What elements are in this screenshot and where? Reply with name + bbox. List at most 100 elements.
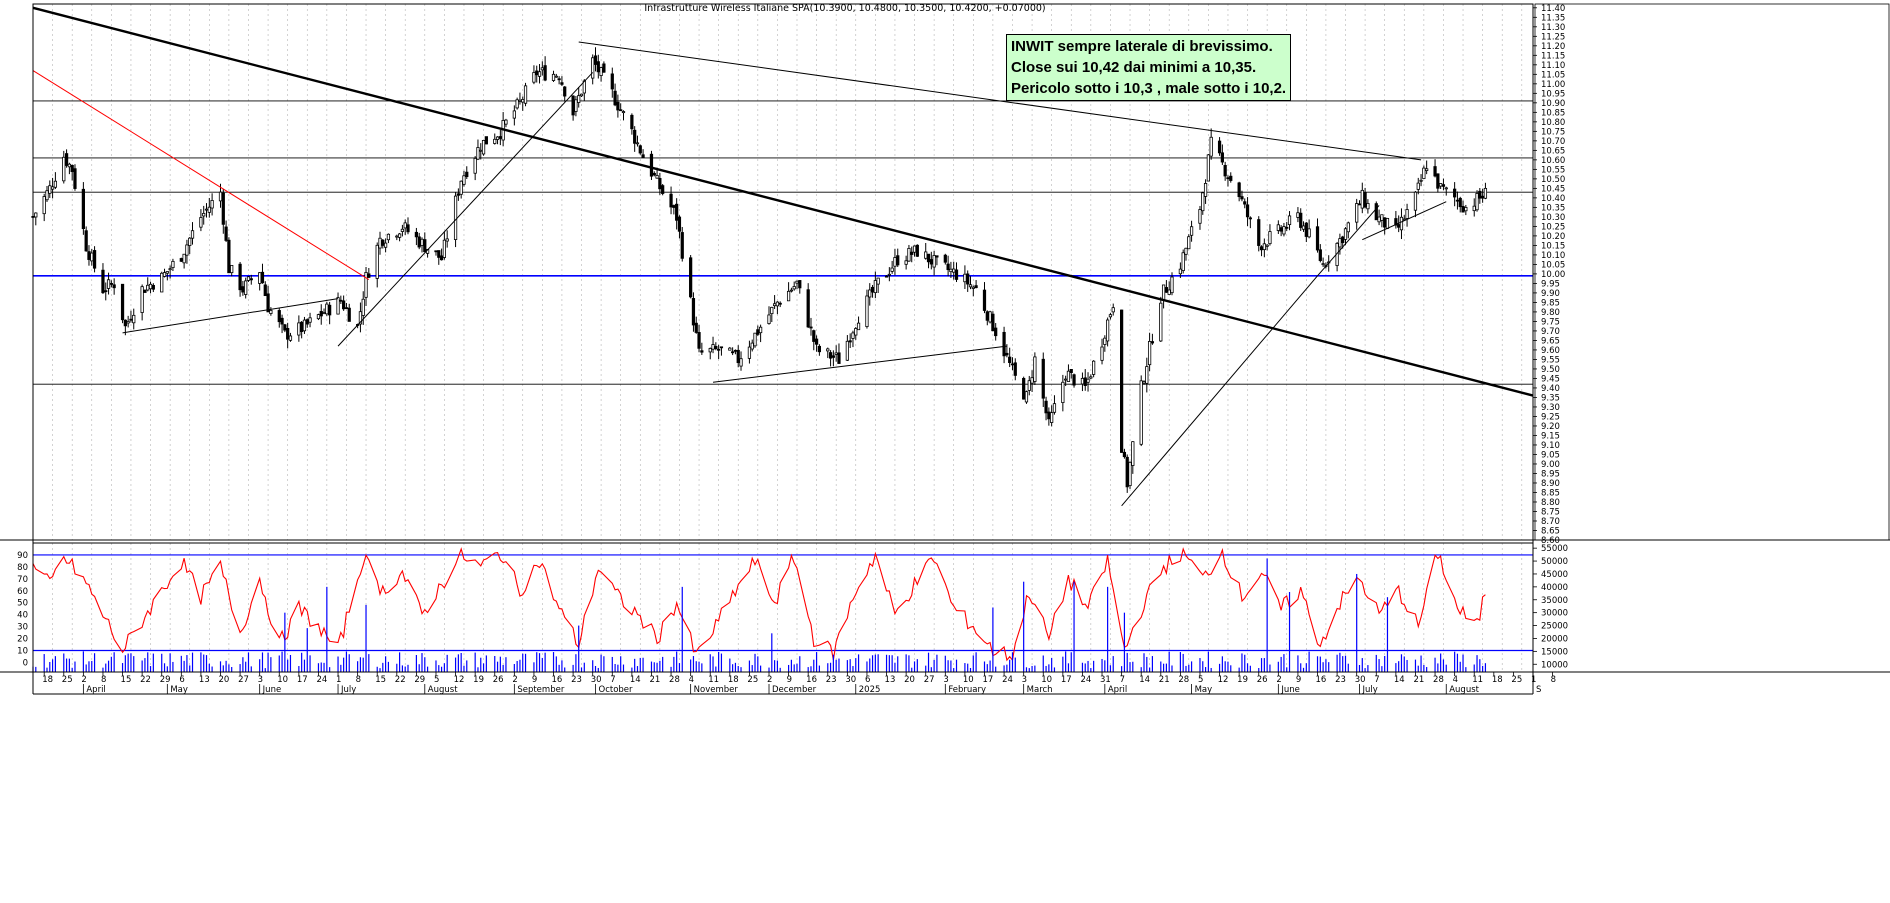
candle-body	[591, 57, 595, 79]
candle-body	[733, 349, 738, 352]
candle-body	[453, 195, 458, 240]
day-tick-label: 8	[101, 675, 106, 685]
candle-body	[753, 332, 757, 347]
candle-body	[1125, 456, 1129, 488]
candle-body	[42, 196, 46, 215]
volume-tick-label: 55000	[1541, 544, 1568, 554]
price-tick-label: 8.75	[1541, 507, 1560, 517]
candle-body	[795, 280, 799, 284]
candle-body	[123, 319, 127, 327]
candle-body	[1481, 195, 1485, 199]
candle-body	[67, 163, 71, 168]
candle-body	[1161, 284, 1166, 301]
day-tick-label: 2	[81, 675, 86, 685]
candle-body	[1005, 352, 1009, 356]
candle-body	[495, 136, 500, 140]
candle-body	[361, 298, 365, 316]
oscillator-tick-label: 40	[17, 611, 28, 621]
candle-body	[1458, 197, 1462, 208]
candle-body	[630, 114, 634, 130]
day-tick-label: 26	[1257, 675, 1268, 685]
price-tick-label: 9.95	[1541, 279, 1560, 289]
candle-body	[669, 193, 673, 208]
candle-body	[1287, 215, 1292, 226]
candle-body	[300, 321, 304, 333]
price-tick-label: 9.90	[1541, 289, 1560, 299]
day-tick-label: 18	[42, 675, 53, 685]
oscillator-tick-label: 50	[17, 599, 28, 609]
day-tick-label: 4	[1453, 675, 1458, 685]
day-tick-label: 24	[1002, 675, 1013, 685]
candle-body	[1472, 205, 1476, 212]
candle-body	[680, 232, 684, 259]
price-tick-label: 9.15	[1541, 431, 1560, 441]
price-tick-label: 9.80	[1541, 308, 1560, 318]
price-tick-label: 10.35	[1541, 203, 1565, 213]
candle-body	[126, 321, 130, 324]
candle-body	[1455, 199, 1460, 202]
candle-body	[739, 358, 743, 367]
candle-body	[557, 78, 561, 81]
candle-body	[1444, 187, 1448, 190]
candle-body	[423, 239, 427, 253]
candle-body	[420, 238, 424, 246]
trendline-thin	[712, 345, 1007, 383]
candle-body	[109, 282, 113, 285]
candle-body	[621, 111, 626, 114]
candle-body	[185, 244, 189, 256]
day-tick-label: 10	[277, 675, 288, 685]
day-tick-label: 13	[199, 675, 210, 685]
candle-body	[148, 283, 153, 290]
candle-body	[381, 239, 385, 246]
price-tick-label: 10.70	[1541, 137, 1565, 147]
price-tick-label: 11.15	[1541, 51, 1565, 61]
candle-body	[160, 272, 164, 293]
day-tick-label: 7	[610, 675, 615, 685]
candle-body	[481, 140, 486, 155]
day-tick-label: 11	[1472, 675, 1483, 685]
candle-body	[652, 172, 656, 176]
candle-body	[249, 278, 253, 281]
volume-tick-label: 45000	[1541, 570, 1568, 580]
day-tick-label: 24	[316, 675, 327, 685]
price-tick-label: 10.75	[1541, 127, 1565, 137]
candle-body	[812, 330, 816, 342]
day-tick-label: 20	[219, 675, 230, 685]
candle-body	[1237, 182, 1241, 198]
candle-body	[638, 145, 642, 154]
candle-body	[1341, 236, 1345, 244]
candle-body	[521, 99, 525, 103]
candle-body	[828, 352, 833, 359]
day-tick-label: 25	[1511, 675, 1522, 685]
candle-body	[1170, 276, 1174, 294]
price-tick-label: 10.25	[1541, 222, 1565, 232]
price-tick-label: 9.55	[1541, 355, 1560, 365]
day-tick-label: 27	[238, 675, 249, 685]
candle-body	[1052, 403, 1057, 413]
candle-body	[1259, 246, 1264, 251]
candle-body	[1164, 287, 1169, 293]
candle-body	[943, 254, 947, 263]
candle-body	[675, 203, 679, 221]
candle-body	[288, 335, 293, 341]
price-tick-label: 9.50	[1541, 365, 1560, 375]
candle-body	[400, 228, 405, 232]
candle-body	[1425, 168, 1429, 171]
candle-body	[535, 70, 539, 76]
candle-body	[1262, 243, 1266, 251]
candle-body	[1178, 268, 1183, 275]
candle-body	[856, 322, 861, 331]
candle-body	[1122, 451, 1127, 458]
price-tick-label: 9.75	[1541, 317, 1560, 327]
candle-body	[949, 268, 953, 273]
candle-body	[711, 344, 715, 350]
candle-body	[1229, 175, 1233, 181]
candle-body	[325, 303, 329, 315]
oscillator-tick-label: 70	[17, 575, 28, 585]
day-tick-label: 14	[1394, 675, 1405, 685]
annotation-line-3: Pericolo sotto i 10,3 , male sotto i 10,…	[1011, 80, 1287, 97]
volume-tick-label: 35000	[1541, 596, 1568, 606]
day-tick-label: 18	[728, 675, 739, 685]
candle-body	[1108, 314, 1113, 318]
candle-body	[747, 346, 752, 359]
